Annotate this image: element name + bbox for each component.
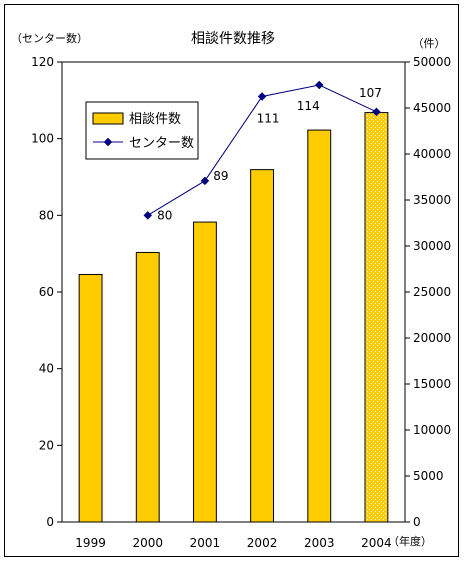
- x-axis: 1999 2000 2001 2002 2003 2004: [75, 536, 391, 550]
- chart: 相談件数推移 （センター数） （件） （年度） 020406080100120 …: [11, 31, 451, 550]
- bar-1999: [78, 274, 103, 523]
- line-point-2002: [257, 92, 267, 101]
- line-data-label-2002: 111: [257, 112, 280, 126]
- line-point-2004: [372, 107, 381, 117]
- right-tick-label: 40000: [413, 147, 451, 161]
- x-tick-label: 2000: [132, 536, 163, 550]
- bar-2004: [364, 112, 389, 523]
- bar-series: [78, 112, 389, 523]
- legend-bar-swatch: [92, 112, 124, 125]
- line-data-label-2000: 80: [157, 208, 172, 222]
- line-data-label-2004: 107: [359, 86, 382, 100]
- line-data-label-2001: 89: [213, 169, 228, 183]
- x-tick-label: 2004: [361, 536, 392, 550]
- right-tick-label: 20000: [413, 331, 451, 345]
- left-axis-unit: （センター数）: [11, 32, 88, 45]
- legend: 相談件数 センター数: [85, 101, 199, 160]
- line-point-2000: [143, 211, 152, 220]
- line-data-label-2003: 114: [297, 99, 320, 113]
- x-axis-unit: （年度）: [388, 534, 432, 548]
- right-tick-label: 25000: [413, 285, 451, 299]
- line-point-2001: [200, 176, 210, 186]
- chart-title: 相談件数推移: [191, 31, 275, 47]
- legend-marker-swatch: [103, 137, 113, 147]
- legend-label-bar: 相談件数: [129, 111, 181, 127]
- left-axis: 0 20 40 60 80 100 120: [31, 55, 62, 529]
- left-tick-label: 100: [31, 132, 54, 146]
- bar-2001: [192, 221, 217, 523]
- bar-2003: [307, 129, 332, 523]
- right-axis: 0 5000 10000 15000 20000 25000 30000 35000 40000…: [405, 55, 451, 529]
- x-tick-label: 2001: [190, 536, 221, 550]
- right-tick-label: 50000: [413, 55, 451, 69]
- right-tick-label: 10000: [413, 423, 451, 437]
- bar-2002: [250, 169, 275, 523]
- chart-frame: 相談件数推移 （センター数） （件） （年度） 0 20 40 60 80 100 120 …: [4, 4, 459, 557]
- right-tick-label: 0: [413, 515, 421, 529]
- right-tick-label: 15000: [413, 377, 451, 391]
- right-axis-unit: （件）: [413, 37, 446, 50]
- left-tick-label: 40: [39, 362, 54, 376]
- line-series: 80 89 111 114 107: [143, 80, 382, 222]
- left-tick-label: 20: [39, 438, 54, 452]
- legend-label-line: センター数: [129, 136, 194, 151]
- line-point-2003: [315, 80, 324, 90]
- right-tick-label: 30000: [413, 239, 451, 253]
- right-tick-label: 5000: [413, 469, 444, 483]
- left-tick-label: 120: [31, 55, 54, 69]
- right-tick-label: 35000: [413, 193, 451, 207]
- right-tick-label: 45000: [413, 101, 451, 115]
- legend-box: [85, 101, 199, 160]
- x-tick-label: 2003: [304, 536, 335, 550]
- x-tick-label: 2002: [247, 536, 278, 550]
- left-tick-label: 80: [39, 208, 54, 222]
- left-tick-label: 60: [39, 285, 54, 299]
- left-tick-label: 0: [46, 515, 54, 529]
- bar-2000: [135, 251, 160, 523]
- x-tick-label: 1999: [75, 536, 106, 550]
